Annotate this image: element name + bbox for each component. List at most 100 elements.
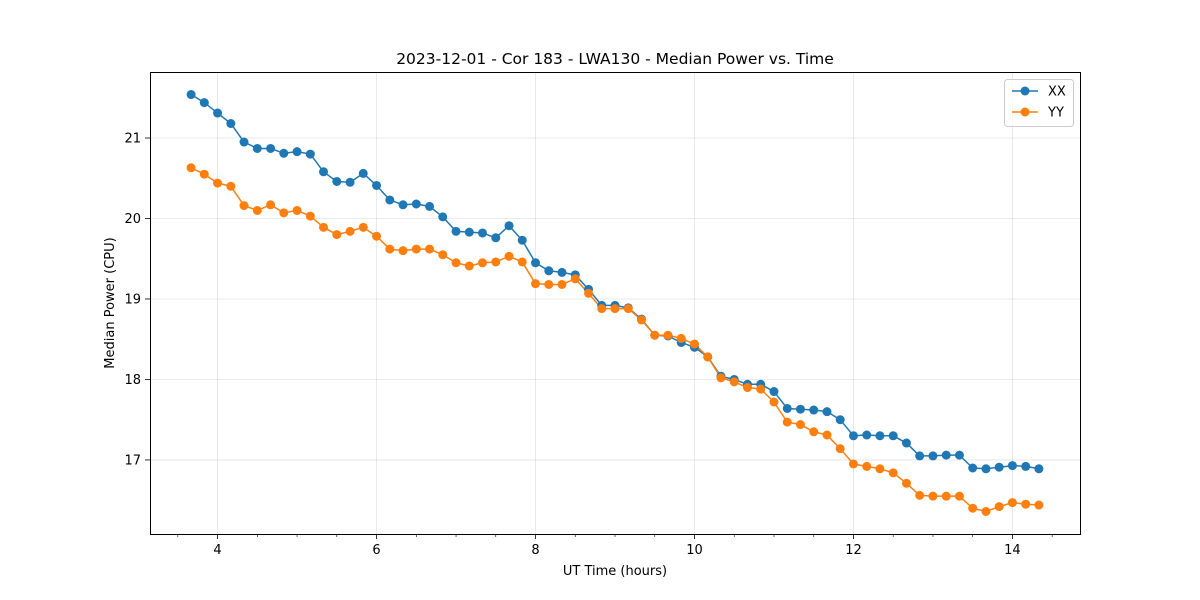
y-tick-label: 18 [124,373,141,388]
data-point-xx [531,258,541,268]
data-point-xx [782,403,792,413]
data-point-yy [385,244,395,254]
data-point-yy [729,377,739,387]
data-point-yy [345,226,355,236]
data-point-yy [1034,500,1044,510]
data-point-yy [372,231,382,241]
data-point-xx [199,98,209,108]
plot-frame [150,72,1081,535]
data-point-yy [319,222,329,232]
data-point-xx [477,228,487,238]
data-point-yy [292,205,302,215]
data-point-yy [703,352,713,362]
x-tick-label: 12 [845,543,862,558]
data-point-yy [597,304,607,314]
data-point-yy [954,491,964,501]
data-point-yy [305,211,315,221]
data-point-xx [848,431,858,441]
legend-label-xx: XX [1048,85,1066,100]
data-point-yy [504,251,514,261]
y-tick-label: 19 [124,292,141,307]
data-point-yy [795,420,805,430]
data-point-xx [954,450,964,460]
data-point-xx [226,119,236,129]
data-point-yy [915,490,925,500]
data-point-yy [398,246,408,256]
data-point-xx [438,212,448,222]
data-point-xx [1007,461,1017,471]
data-point-yy [981,506,991,516]
data-point-xx [795,404,805,414]
data-point-xx [888,431,898,441]
x-axis-title: UT Time (hours) [563,564,667,579]
data-point-xx [862,430,872,440]
data-point-xx [928,451,938,461]
data-point-xx [822,407,832,417]
grid-lines [150,72,1080,534]
data-point-yy [689,339,699,349]
data-point-yy [1021,499,1031,509]
data-point-xx [305,149,315,159]
data-point-xx [544,266,554,276]
data-point-yy [186,163,196,173]
data-point-xx [809,405,819,415]
x-axis-ticks: 4 6 8 10 12 14 [177,534,1053,558]
data-point-yy [491,257,501,267]
data-point-yy [438,250,448,260]
legend-label-yy: YY [1047,106,1064,121]
data-point-xx [345,177,355,187]
x-tick-label: 8 [531,543,539,558]
data-point-yy [279,208,289,218]
data-point-yy [848,459,858,469]
data-point-yy [650,330,660,340]
data-point-yy [266,200,276,210]
y-tick-label: 17 [124,453,141,468]
data-point-yy [531,279,541,289]
data-point-xx [451,226,461,236]
data-point-yy [517,257,527,267]
data-point-yy [676,333,686,343]
data-point-yy [623,304,633,314]
data-point-xx [901,438,911,448]
y-axis-title: Median Power (CPU) [103,237,118,368]
data-point-yy [1007,498,1017,508]
data-point-yy [968,503,978,513]
x-tick-label: 14 [1004,543,1021,558]
y-tick-label: 21 [124,132,141,147]
data-point-xx [994,462,1004,472]
data-point-yy [544,279,554,289]
data-point-yy [862,461,872,471]
data-point-xx [411,199,421,209]
data-point-yy [584,288,594,298]
data-point-yy [782,417,792,427]
data-point-yy [358,222,368,232]
data-point-yy [570,274,580,284]
chart-title: 2023-12-01 - Cor 183 - LWA130 - Median P… [396,50,834,68]
data-point-xx [279,148,289,158]
data-point-xx [557,267,567,277]
data-point-xx [213,108,223,118]
data-point-yy [994,502,1004,512]
data-point-yy [835,444,845,454]
data-point-xx [372,180,382,190]
x-tick-label: 6 [372,543,380,558]
data-point-yy [928,491,938,501]
data-point-yy [636,315,646,325]
data-point-yy [901,478,911,488]
series-points [186,90,1044,516]
data-point-yy [875,464,885,474]
legend-marker-yy [1020,107,1030,117]
data-point-xx [464,227,474,237]
data-point-xx [769,387,779,397]
data-point-yy [411,244,421,254]
data-point-yy [716,373,726,383]
data-point-xx [1021,461,1031,471]
data-point-xx [1034,464,1044,474]
data-point-yy [451,258,461,268]
data-point-xx [319,167,329,177]
data-point-yy [941,491,951,501]
data-point-xx [239,137,249,147]
legend: XX YY [1004,79,1074,127]
data-point-xx [941,450,951,460]
